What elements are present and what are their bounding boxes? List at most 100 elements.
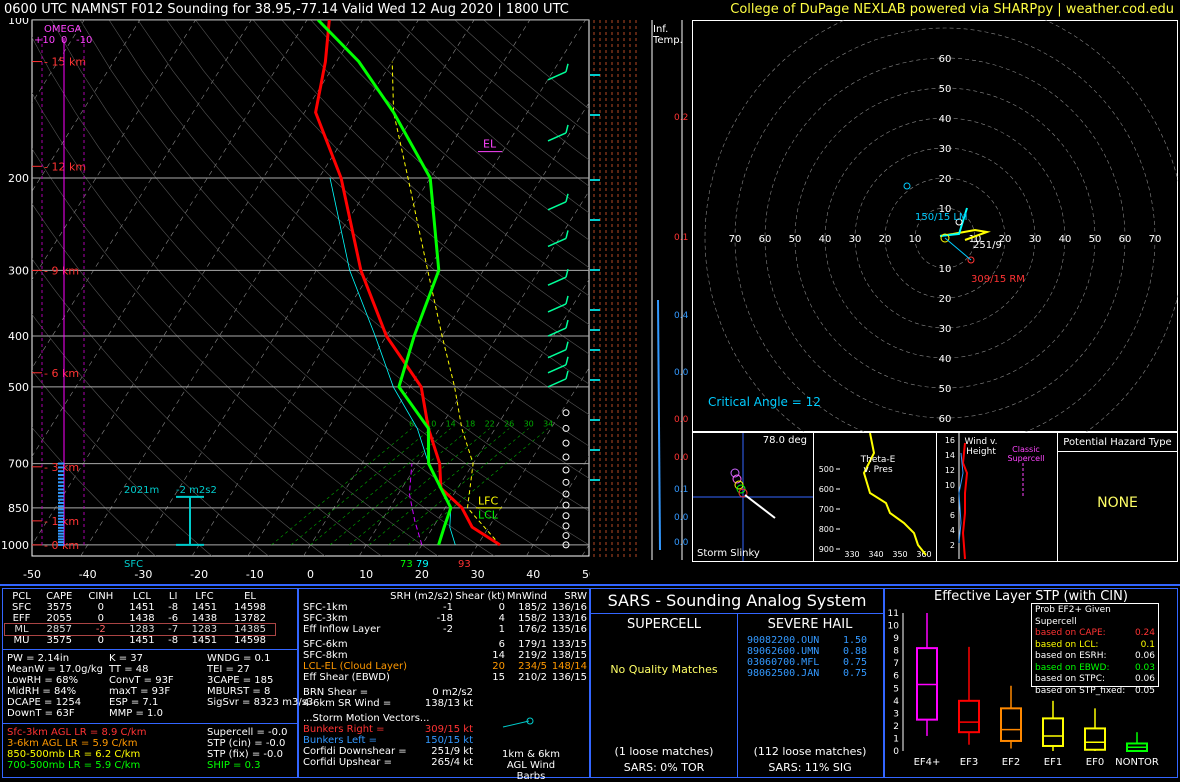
idx: TT = 48 [109,664,149,675]
height-label: - 12 km [44,160,86,173]
kin-cell: 158/2 [518,613,547,624]
mixing-ratio-line [271,428,412,546]
hodo-x-label: 60 [1119,234,1132,245]
calm-wind [562,541,570,549]
prob-row: based on ESRH: 0.06 [1035,651,1155,663]
kin-cell: LCL-EL (Cloud Layer) [303,661,408,672]
stp-y-label: 2 [893,722,899,732]
hodo-x-label: 30 [1029,234,1042,245]
calm-wind [562,490,570,498]
temp-label: 30 [471,568,485,581]
dry-adiabat [32,203,382,556]
calm-wind [562,532,570,540]
pressure-label: 700 [8,458,29,471]
parcel-row-ml[interactable]: ML 2857 -2 1283 -7 1283 14385 [4,623,276,636]
hodo-ring [794,87,1096,389]
idx: 3CAPE = 185 [207,675,274,686]
parcel-row-eff[interactable]: EFF 2055 0 1438 -6 1438 13782 [5,613,275,624]
indices-col1: PW = 2.14in MeanW = 17.0g/kg LowRH = 68%… [7,653,103,719]
hail-score: 0.75 [843,657,868,668]
hazard-title: Potential Hazard Type [1063,437,1172,448]
kin-cell: 148/14 [551,661,587,672]
stp-y-label: 3 [893,709,899,719]
barb-caption: 1km & 6km AGL Wind Barbs [502,749,560,782]
sfc-td: 73 [400,559,413,570]
kin-cell: -1 [443,602,453,613]
calm-wind [562,522,570,530]
prob-value: 0.06 [1134,674,1155,684]
pressure-label: 100 [8,18,29,27]
slinky-svg [693,433,813,561]
wind-y-label: 2 [950,541,955,550]
mixing-ratio-line [290,428,432,546]
hail-score: 0.75 [843,668,868,679]
lm-marker [903,182,911,190]
stp-y-label: 11 [888,609,899,619]
cell: 1451 [129,635,155,646]
cell: 0 [97,635,105,646]
hail-pct: SARS: 11% SIG [768,761,852,774]
dry-adiabat [108,20,589,479]
sfc-label: SFC [124,559,143,570]
wind-barb [547,303,567,313]
wind-barb [565,124,569,134]
kin-cell: 133/15 [551,639,587,650]
calm-wind [562,439,570,447]
omega-scale: -10 [76,35,92,46]
kin-row: Eff Inflow Layer -2 1 176/2 135/16 [303,624,587,635]
wind-barb-icon [502,717,534,728]
hail-matches: 90082200.OUN 1.50 89062600.UMN 0.88 030607… [747,635,867,679]
kin-hdr: Shear (kt) [455,591,505,602]
cell: 1283 [129,624,155,635]
prob-label: based on STP_fixed: [1035,685,1126,696]
kin-cell: 219/2 [518,650,547,661]
stp-y-label: 8 [893,647,899,657]
stp-category: EF4+ [914,757,941,768]
parcel-row-mu[interactable]: MU 3575 0 1451 -8 1451 14598 [5,635,275,646]
lcl-label: LCL [478,508,499,521]
theta-y-label: 800 [819,525,834,534]
prob-row: based on LCL: 0.1 [1035,640,1155,652]
kin-hdr: SRW [564,591,587,602]
el-label: EL [483,138,497,151]
wind-barb [547,327,567,337]
wind-barb [565,319,569,329]
stp-box [1000,707,1022,742]
wind-barb [547,349,567,359]
kin-cell: 4 [498,613,505,624]
wind-barb [547,132,567,142]
col-li: LI [168,591,178,602]
kin-header: SRH (m2/s2) Shear (kt) MnWind SRW [303,591,587,602]
theta-e-svg: 5006007008009001000330340350360 [814,432,932,574]
kin-cell: SFC-6km [303,639,348,650]
hodo-ring [824,117,1066,359]
hodo-y-label: 10 [939,264,952,275]
kin-row: LCL-EL (Cloud Layer) 20 234/5 148/14 [303,661,587,672]
idx: K = 37 [109,653,144,664]
wind-barb [565,341,569,350]
inflow-tick: 0.0 [674,513,689,523]
cell: 14598 [234,635,266,646]
kin-cell: 20 [492,661,505,672]
cell: 2055 [46,613,72,624]
calm-wind [562,478,570,486]
dry-adiabat [32,427,156,556]
cell: MU [13,635,30,646]
motion-value: 265/4 kt [431,757,473,768]
parcel-row-sfc[interactable]: SFC 3575 0 1451 -8 1451 14598 [5,602,275,613]
sounding-title: 0600 UTC NAMNST F012 Sounding for 38.95,… [4,2,569,17]
isotherm [80,20,419,556]
wind-barb [565,193,569,203]
cell: 3575 [46,635,72,646]
hodo-y-label: 60 [939,414,952,425]
hodo-y-label: 40 [939,114,952,125]
mean-marker [955,218,963,226]
calm-wind [562,512,570,520]
sfc-tw: 79 [416,559,429,570]
hodo-x-label: 40 [819,234,832,245]
brn-label: BRN Shear = [303,687,369,698]
hodo-x-label: 60 [759,234,772,245]
composite: STP (cin) = -0.0 [207,738,286,749]
rm-label: 309/15 RM [971,274,1025,285]
dry-adiabat [32,92,495,556]
